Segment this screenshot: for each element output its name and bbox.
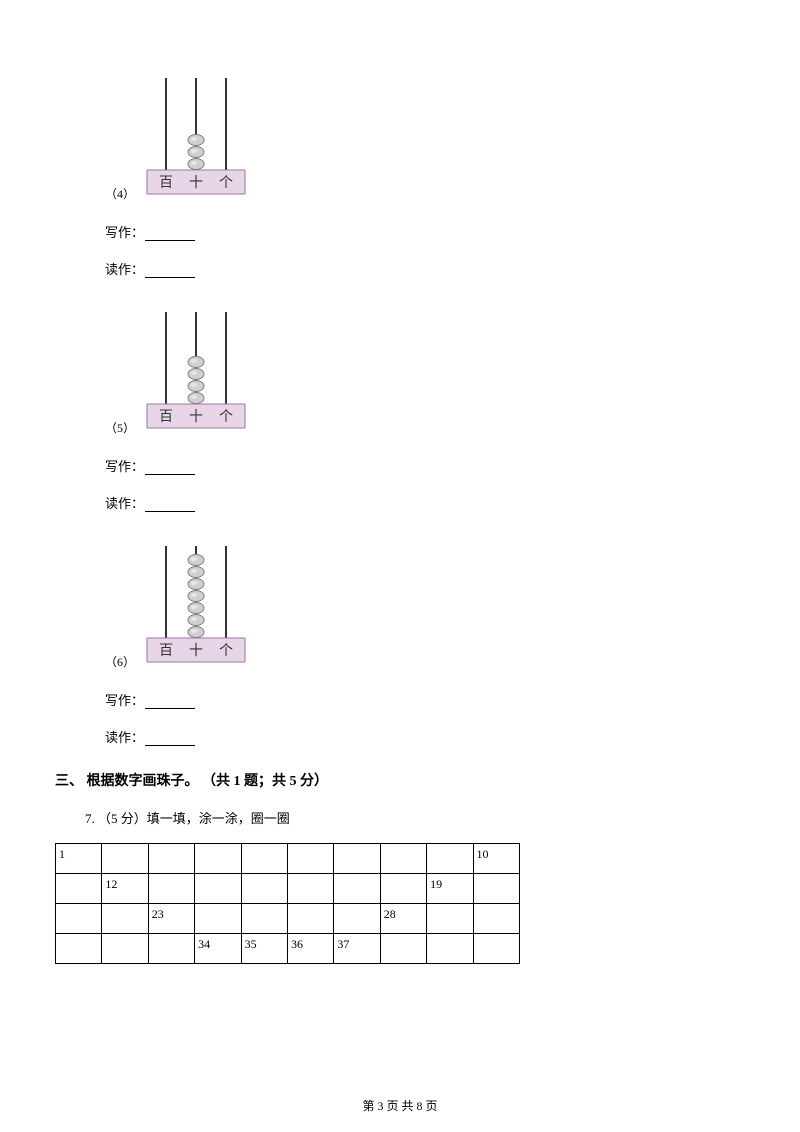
write-blank[interactable] [145, 696, 195, 709]
table-row: 12 19 [56, 874, 520, 904]
table-cell[interactable] [427, 934, 473, 964]
table-cell[interactable]: 10 [473, 844, 519, 874]
read-line: 读作： [105, 727, 745, 746]
table-cell[interactable] [287, 904, 333, 934]
abacus-figure: 百十个 [141, 538, 251, 672]
table-cell[interactable] [56, 904, 102, 934]
table-row: 23 28 [56, 904, 520, 934]
table-cell[interactable] [287, 844, 333, 874]
write-line: 写作： [105, 222, 745, 241]
item-number: （4） [105, 185, 135, 204]
table-row: 34353637 [56, 934, 520, 964]
svg-text:百: 百 [159, 643, 173, 659]
read-line: 读作： [105, 493, 745, 512]
write-blank[interactable] [145, 228, 195, 241]
svg-text:个: 个 [219, 409, 233, 425]
table-cell[interactable] [56, 874, 102, 904]
question-7-text: 7. （5 分）填一填，涂一涂，圈一圈 [85, 808, 745, 827]
table-cell[interactable] [241, 874, 287, 904]
table-cell[interactable] [241, 844, 287, 874]
table-cell[interactable] [334, 844, 380, 874]
table-cell[interactable]: 19 [427, 874, 473, 904]
table-cell[interactable] [334, 904, 380, 934]
table-cell[interactable]: 28 [380, 904, 426, 934]
table-cell[interactable]: 37 [334, 934, 380, 964]
table-cell[interactable] [195, 844, 241, 874]
svg-text:十: 十 [189, 643, 203, 659]
table-cell[interactable] [380, 844, 426, 874]
table-row: 1 10 [56, 844, 520, 874]
table-cell[interactable] [195, 874, 241, 904]
table-cell[interactable] [102, 844, 148, 874]
svg-text:十: 十 [189, 175, 203, 191]
table-cell[interactable]: 36 [287, 934, 333, 964]
table-cell[interactable] [380, 934, 426, 964]
number-grid-table: 1101219232834353637 [55, 843, 520, 964]
table-cell[interactable]: 34 [195, 934, 241, 964]
svg-text:十: 十 [189, 409, 203, 425]
page-footer: 第 3 页 共 8 页 [0, 1097, 800, 1114]
table-cell[interactable] [102, 934, 148, 964]
table-cell[interactable]: 35 [241, 934, 287, 964]
read-blank[interactable] [145, 265, 195, 278]
table-cell[interactable] [380, 874, 426, 904]
table-cell[interactable] [148, 844, 194, 874]
table-cell[interactable] [195, 904, 241, 934]
table-cell[interactable] [334, 874, 380, 904]
write-blank[interactable] [145, 462, 195, 475]
svg-text:个: 个 [219, 643, 233, 659]
item-number: （5） [105, 419, 135, 438]
abacus-item-4: （4） 百十个写作： 读作： [55, 70, 745, 278]
table-cell[interactable] [241, 904, 287, 934]
table-cell[interactable] [148, 934, 194, 964]
table-cell[interactable]: 1 [56, 844, 102, 874]
table-cell[interactable]: 12 [102, 874, 148, 904]
table-cell[interactable] [427, 904, 473, 934]
table-cell[interactable] [102, 904, 148, 934]
abacus-item-5: （5） 百十个写作： 读作： [55, 304, 745, 512]
item-number: （6） [105, 653, 135, 672]
svg-text:个: 个 [219, 175, 233, 191]
read-blank[interactable] [145, 499, 195, 512]
abacus-figure: 百十个 [141, 304, 251, 438]
read-blank[interactable] [145, 733, 195, 746]
write-line: 写作： [105, 456, 745, 475]
table-cell[interactable] [287, 874, 333, 904]
table-cell[interactable] [148, 874, 194, 904]
table-cell[interactable] [56, 934, 102, 964]
table-cell[interactable]: 23 [148, 904, 194, 934]
table-cell[interactable] [473, 904, 519, 934]
table-cell[interactable] [473, 934, 519, 964]
read-line: 读作： [105, 259, 745, 278]
svg-text:百: 百 [159, 409, 173, 425]
section-3-heading: 三、 根据数字画珠子。 （共 1 题；共 5 分） [55, 770, 745, 790]
write-line: 写作： [105, 690, 745, 709]
svg-text:百: 百 [159, 175, 173, 191]
abacus-figure: 百十个 [141, 70, 251, 204]
abacus-item-6: （6） 百十个写作： 读作： [55, 538, 745, 746]
table-cell[interactable] [473, 874, 519, 904]
table-cell[interactable] [427, 844, 473, 874]
